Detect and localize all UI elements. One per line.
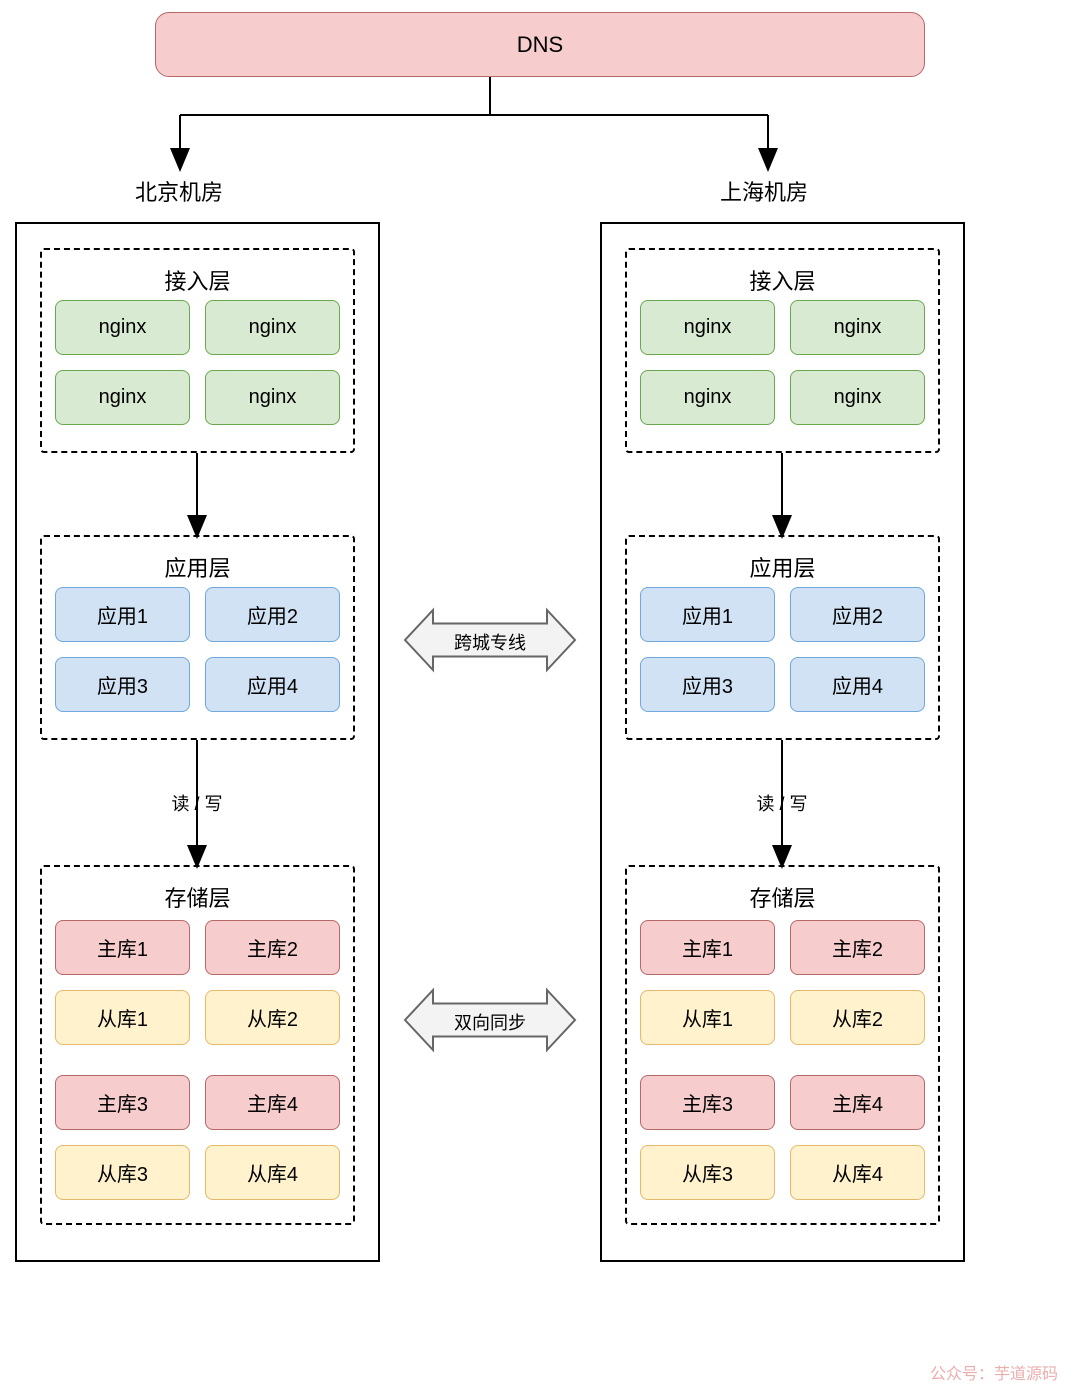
node-beijing-storage-3: 从库2: [205, 990, 340, 1045]
node-shanghai-storage-0: 主库1: [640, 920, 775, 975]
node-beijing-storage-5: 主库4: [205, 1075, 340, 1130]
node-shanghai-storage-2: 从库1: [640, 990, 775, 1045]
node-shanghai-storage-6: 从库3: [640, 1145, 775, 1200]
layer-title-beijing-access: 接入层: [40, 264, 355, 296]
node-beijing-app-2: 应用3: [55, 657, 190, 712]
dc-label-shanghai: 上海机房: [720, 175, 808, 207]
node-beijing-storage-7: 从库4: [205, 1145, 340, 1200]
layer-title-shanghai-app: 应用层: [625, 551, 940, 583]
node-beijing-access-1: nginx: [205, 300, 340, 355]
node-shanghai-access-2: nginx: [640, 370, 775, 425]
node-beijing-app-3: 应用4: [205, 657, 340, 712]
dc-label-beijing: 北京机房: [135, 175, 223, 207]
bi-arrow-label-0: 跨城专线: [440, 629, 540, 655]
node-beijing-access-0: nginx: [55, 300, 190, 355]
node-shanghai-storage-3: 从库2: [790, 990, 925, 1045]
node-beijing-storage-6: 从库3: [55, 1145, 190, 1200]
node-shanghai-access-3: nginx: [790, 370, 925, 425]
layer-title-beijing-app: 应用层: [40, 551, 355, 583]
layer-title-beijing-storage: 存储层: [40, 881, 355, 913]
node-shanghai-storage-7: 从库4: [790, 1145, 925, 1200]
node-beijing-app-0: 应用1: [55, 587, 190, 642]
node-shanghai-storage-5: 主库4: [790, 1075, 925, 1130]
node-beijing-storage-1: 主库2: [205, 920, 340, 975]
node-beijing-storage-2: 从库1: [55, 990, 190, 1045]
bi-arrow-label-1: 双向同步: [440, 1009, 540, 1035]
watermark: 公众号：芋道源码: [930, 1360, 1058, 1384]
node-beijing-app-1: 应用2: [205, 587, 340, 642]
node-shanghai-app-1: 应用2: [790, 587, 925, 642]
node-beijing-access-3: nginx: [205, 370, 340, 425]
dns-box: DNS: [155, 12, 925, 77]
layer-title-shanghai-storage: 存储层: [625, 881, 940, 913]
edge-label-beijing-1: 读 / 写: [152, 790, 242, 816]
node-shanghai-storage-4: 主库3: [640, 1075, 775, 1130]
node-beijing-storage-4: 主库3: [55, 1075, 190, 1130]
node-shanghai-app-2: 应用3: [640, 657, 775, 712]
layer-title-shanghai-access: 接入层: [625, 264, 940, 296]
node-shanghai-access-1: nginx: [790, 300, 925, 355]
node-shanghai-storage-1: 主库2: [790, 920, 925, 975]
node-beijing-storage-0: 主库1: [55, 920, 190, 975]
node-beijing-access-2: nginx: [55, 370, 190, 425]
node-shanghai-app-3: 应用4: [790, 657, 925, 712]
node-shanghai-app-0: 应用1: [640, 587, 775, 642]
node-shanghai-access-0: nginx: [640, 300, 775, 355]
edge-label-shanghai-1: 读 / 写: [737, 790, 827, 816]
